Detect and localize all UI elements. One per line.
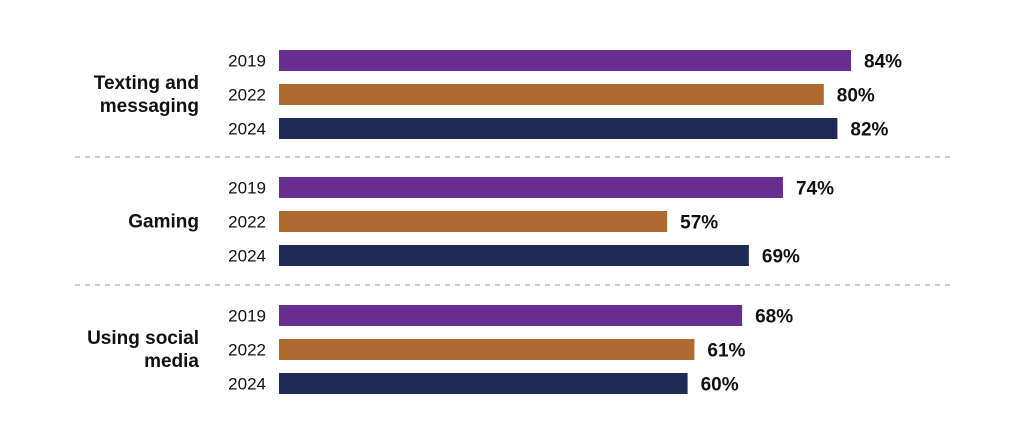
bar-2019 bbox=[279, 50, 852, 71]
year-label: 2024 bbox=[228, 120, 266, 139]
category-label: Using social media bbox=[87, 328, 199, 372]
value-label: 84% bbox=[864, 52, 902, 73]
year-label: 2024 bbox=[228, 375, 266, 394]
bar-2024 bbox=[279, 118, 838, 139]
year-label: 2022 bbox=[228, 341, 266, 360]
year-label: 2022 bbox=[228, 86, 266, 105]
bar-2024 bbox=[279, 373, 688, 394]
value-label: 69% bbox=[762, 247, 800, 268]
year-label: 2019 bbox=[228, 179, 266, 198]
year-label: 2022 bbox=[228, 213, 266, 232]
bar-2024 bbox=[279, 245, 749, 266]
value-label: 57% bbox=[680, 213, 718, 234]
year-label: 2019 bbox=[228, 52, 266, 71]
value-label: 60% bbox=[701, 375, 739, 396]
year-label: 2024 bbox=[228, 247, 266, 266]
bar-2022 bbox=[279, 211, 668, 232]
bar-2019 bbox=[279, 305, 743, 326]
year-label: 2019 bbox=[228, 307, 266, 326]
bar-2022 bbox=[279, 84, 824, 105]
bar-2022 bbox=[279, 339, 695, 360]
value-label: 68% bbox=[755, 307, 793, 328]
category-label: Gaming bbox=[128, 212, 199, 233]
category-label: Texting and messaging bbox=[94, 73, 199, 117]
value-label: 80% bbox=[837, 86, 875, 107]
bar-2019 bbox=[279, 177, 783, 198]
value-label: 82% bbox=[850, 120, 888, 141]
value-label: 74% bbox=[796, 179, 834, 200]
value-label: 61% bbox=[707, 341, 745, 362]
